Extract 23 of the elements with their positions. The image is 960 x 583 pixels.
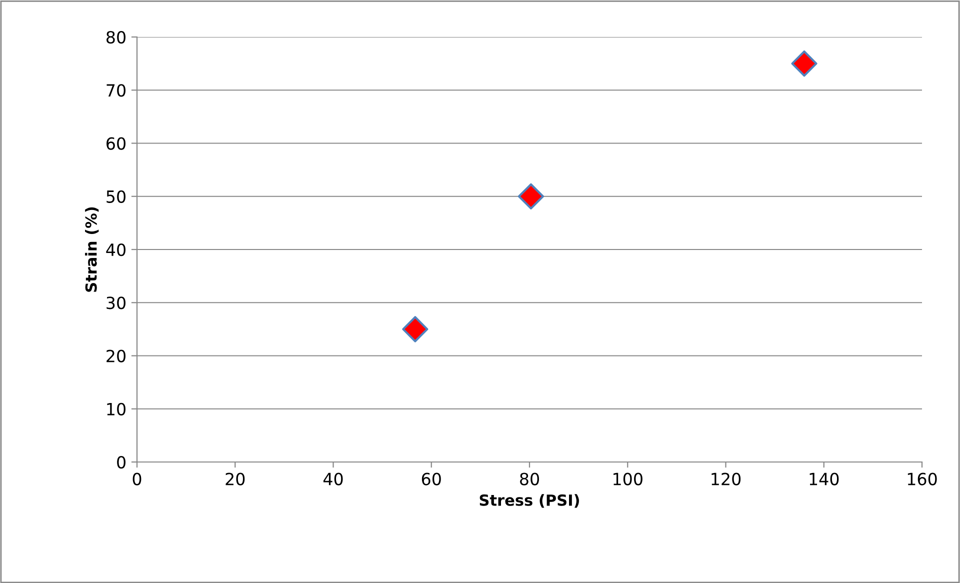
x-tick-label: 40 [323, 472, 343, 486]
y-tick-label: 50 [106, 190, 126, 203]
point [402, 316, 428, 342]
point [518, 183, 544, 210]
y-tick-label: 80 [106, 30, 126, 44]
x-tick-label: 120 [712, 472, 741, 486]
x-tick-label: 80 [520, 472, 539, 486]
y-tick-label: 30 [106, 296, 126, 310]
y-tick-label: 20 [106, 350, 126, 362]
y-tick-label: 0 [117, 456, 126, 469]
y-tick-label: 40 [106, 243, 126, 256]
x-axis-title: Stress (PSI) [480, 494, 579, 508]
x-tick-label: 100 [614, 472, 642, 486]
y-tick-label: 70 [106, 84, 126, 97]
y-tick-label: 10 [107, 402, 126, 416]
x-tick-label: 0 [132, 472, 142, 486]
point [791, 50, 818, 77]
x-tick-label: 60 [422, 472, 441, 486]
x-tick-label: 160 [908, 472, 937, 486]
y-axis-title: Strain (%) [85, 207, 99, 292]
x-tick-label: 140 [810, 472, 839, 486]
y-tick-label: 60 [106, 137, 126, 150]
x-tick-label: 20 [226, 472, 245, 486]
